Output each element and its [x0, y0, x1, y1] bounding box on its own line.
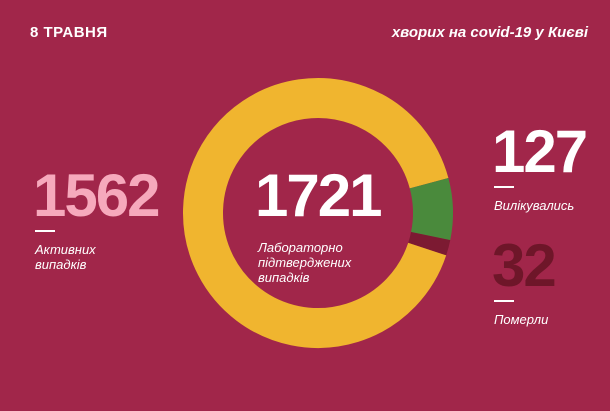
total-label: Лабораторно підтверджених випадків: [258, 240, 352, 285]
total-value: 1721: [255, 162, 382, 229]
donut-segment: [183, 78, 449, 348]
date: 8 ТРАВНЯ: [30, 24, 108, 41]
rule: [494, 300, 514, 302]
rule: [494, 186, 514, 188]
donut-segment: [409, 178, 453, 241]
category-value: 1562: [33, 162, 160, 229]
donut-segment: [408, 231, 451, 256]
rule: [35, 230, 55, 232]
category-value: 127: [492, 118, 588, 185]
category-value: 32: [492, 232, 557, 299]
chart-title: хворих на covid-19 у Києві: [391, 24, 588, 41]
category-label: Активних випадків: [35, 242, 96, 272]
category-label: Померли: [494, 312, 549, 327]
category-label: Вилікувались: [494, 198, 575, 213]
